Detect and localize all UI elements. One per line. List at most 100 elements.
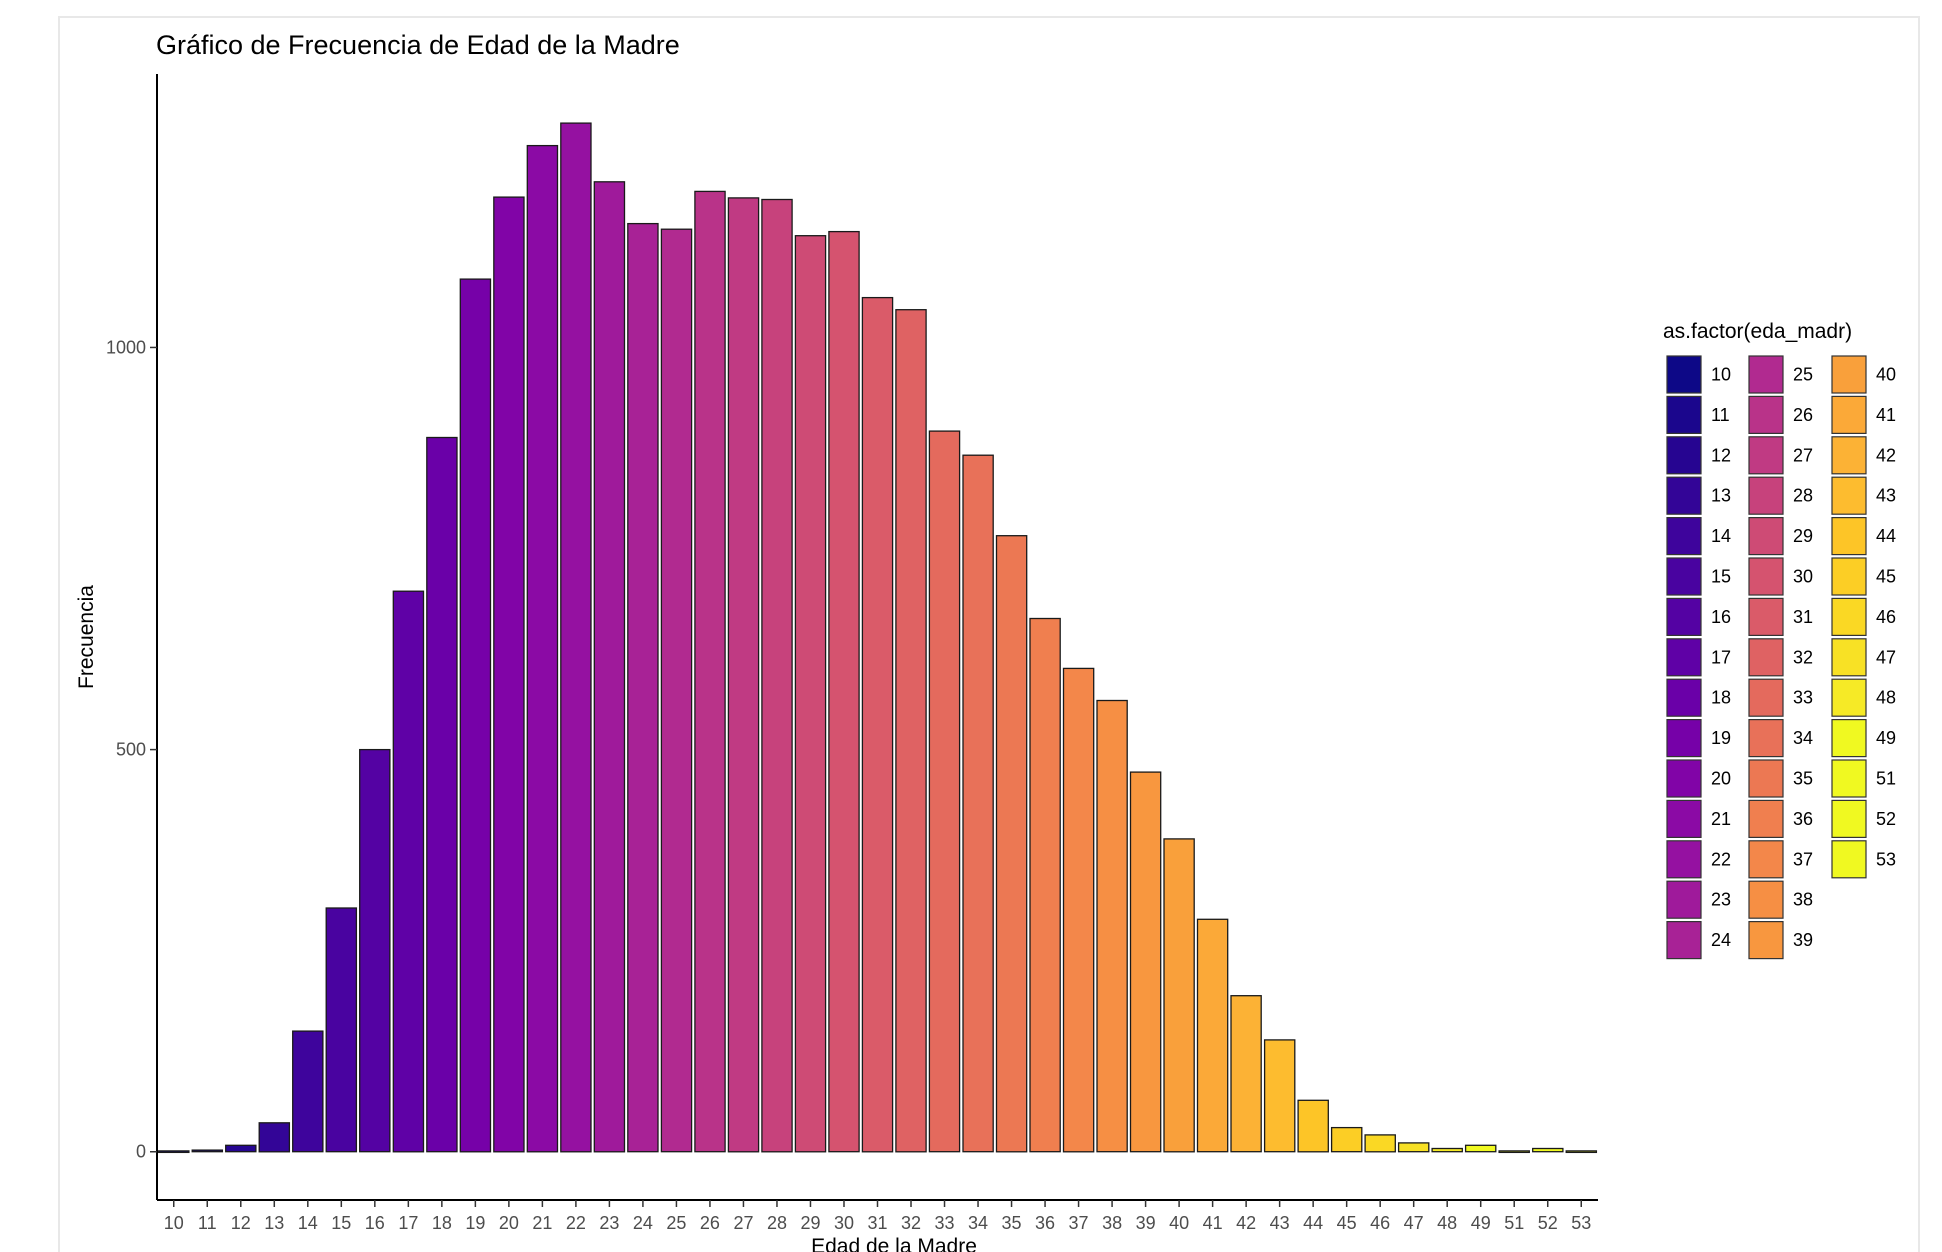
x-tick-label: 22 — [566, 1213, 586, 1233]
bar-13 — [258, 1122, 291, 1153]
legend-key-16 — [1666, 597, 1702, 637]
bar-48 — [1431, 1147, 1463, 1153]
x-tick-label: 45 — [1337, 1213, 1357, 1233]
bar-38 — [1096, 699, 1128, 1153]
legend-label-16: 16 — [1711, 607, 1731, 627]
legend-key-34 — [1748, 718, 1784, 758]
legend-label-18: 18 — [1711, 688, 1731, 708]
y-tick-label: 1000 — [106, 337, 146, 357]
legend-label-21: 21 — [1711, 809, 1731, 829]
legend-label-15: 15 — [1711, 567, 1731, 587]
x-axis-label: Edad de la Madre — [811, 1235, 977, 1252]
bar-36 — [1029, 617, 1061, 1153]
legend-label-29: 29 — [1793, 526, 1813, 546]
x-tick-label: 47 — [1404, 1213, 1424, 1233]
bar-53 — [1565, 1150, 1598, 1154]
bar-33 — [928, 430, 961, 1153]
bar-15 — [325, 907, 358, 1153]
legend-label-26: 26 — [1793, 405, 1813, 425]
bar-18 — [426, 436, 458, 1153]
x-tick-label: 18 — [432, 1213, 452, 1233]
legend-label-47: 47 — [1876, 647, 1896, 667]
legend-key-30 — [1748, 557, 1784, 596]
x-tick-label: 27 — [733, 1213, 753, 1233]
bar-39 — [1129, 771, 1162, 1153]
x-tick-label: 38 — [1102, 1213, 1122, 1233]
legend-label-35: 35 — [1793, 769, 1813, 789]
bar-52 — [1532, 1147, 1564, 1153]
legend-key-26 — [1748, 395, 1784, 434]
bar-25 — [660, 228, 693, 1153]
legend-label-36: 36 — [1793, 809, 1813, 829]
bar-32 — [895, 309, 927, 1153]
y-ticks-group: 0 500 1000 — [106, 337, 157, 1162]
legend-key-11 — [1666, 395, 1702, 434]
x-tick-label: 34 — [968, 1213, 988, 1233]
legend-label-43: 43 — [1876, 486, 1896, 506]
x-tick-label: 10 — [164, 1213, 184, 1233]
x-tick-label: 26 — [700, 1213, 720, 1233]
legend-label-27: 27 — [1793, 445, 1813, 465]
bar-14 — [292, 1030, 324, 1153]
legend-key-39 — [1748, 920, 1784, 960]
legend-key-45 — [1831, 557, 1867, 596]
legend-key-49 — [1831, 718, 1867, 758]
x-tick-label: 49 — [1471, 1213, 1491, 1233]
legend-key-53 — [1831, 840, 1867, 879]
legend-key-37 — [1748, 840, 1784, 879]
x-ticks-group: 10 11 12 13 14 15 16 17 18 19 20 21 22 23 24 25 26 27 28 29… — [164, 1200, 1591, 1233]
legend-label-48: 48 — [1876, 688, 1896, 708]
legend-key-40 — [1831, 355, 1867, 394]
x-tick-label: 30 — [834, 1213, 854, 1233]
x-tick-label: 11 — [198, 1213, 217, 1233]
bar-23 — [593, 181, 626, 1153]
legend-label-40: 40 — [1876, 365, 1896, 385]
x-tick-label: 35 — [1002, 1213, 1022, 1233]
bar-29 — [794, 235, 827, 1153]
legend-label-10: 10 — [1711, 365, 1731, 385]
legend-label-33: 33 — [1793, 688, 1813, 708]
bars-group — [158, 122, 1598, 1154]
bar-49 — [1464, 1144, 1497, 1153]
legend-label-42: 42 — [1876, 445, 1896, 465]
legend-key-41 — [1831, 395, 1867, 434]
legend-key-44 — [1831, 516, 1867, 556]
legend-key-25 — [1748, 355, 1784, 394]
x-tick-label: 17 — [398, 1213, 418, 1233]
bar-28 — [761, 198, 793, 1153]
bar-41 — [1196, 918, 1229, 1153]
legend-label-22: 22 — [1711, 849, 1731, 869]
x-tick-label: 44 — [1303, 1213, 1323, 1233]
legend-label-12: 12 — [1711, 445, 1731, 465]
bar-19 — [459, 278, 492, 1153]
y-axis-label: Frecuencia — [75, 585, 98, 689]
legend-label-51: 51 — [1876, 769, 1896, 789]
bar-35 — [995, 535, 1028, 1153]
bar-31 — [861, 296, 894, 1153]
x-tick-label: 46 — [1370, 1213, 1390, 1233]
legend-key-43 — [1831, 476, 1867, 515]
legend-label-44: 44 — [1876, 526, 1896, 546]
legend-label-38: 38 — [1793, 890, 1813, 910]
legend-key-31 — [1748, 597, 1784, 637]
legend-label-20: 20 — [1711, 769, 1731, 789]
bar-10 — [158, 1150, 190, 1154]
bar-42 — [1230, 995, 1262, 1153]
legend-key-19 — [1666, 718, 1702, 758]
legend-key-27 — [1748, 436, 1784, 475]
bar-12 — [225, 1144, 257, 1153]
legend-label-28: 28 — [1793, 486, 1813, 506]
x-tick-label: 37 — [1069, 1213, 1089, 1233]
bar-30 — [828, 230, 860, 1153]
x-tick-label: 24 — [633, 1213, 653, 1233]
x-tick-label: 19 — [465, 1213, 485, 1233]
legend-label-11: 11 — [1711, 405, 1730, 425]
legend-label-52: 52 — [1876, 809, 1896, 829]
legend-label-14: 14 — [1711, 526, 1731, 546]
x-tick-label: 32 — [901, 1213, 921, 1233]
legend-key-18 — [1666, 678, 1702, 717]
bar-43 — [1263, 1039, 1296, 1153]
bar-17 — [392, 590, 425, 1153]
chart-title: Gráfico de Frecuencia de Edad de la Madr… — [156, 30, 680, 60]
x-tick-label: 39 — [1136, 1213, 1156, 1233]
